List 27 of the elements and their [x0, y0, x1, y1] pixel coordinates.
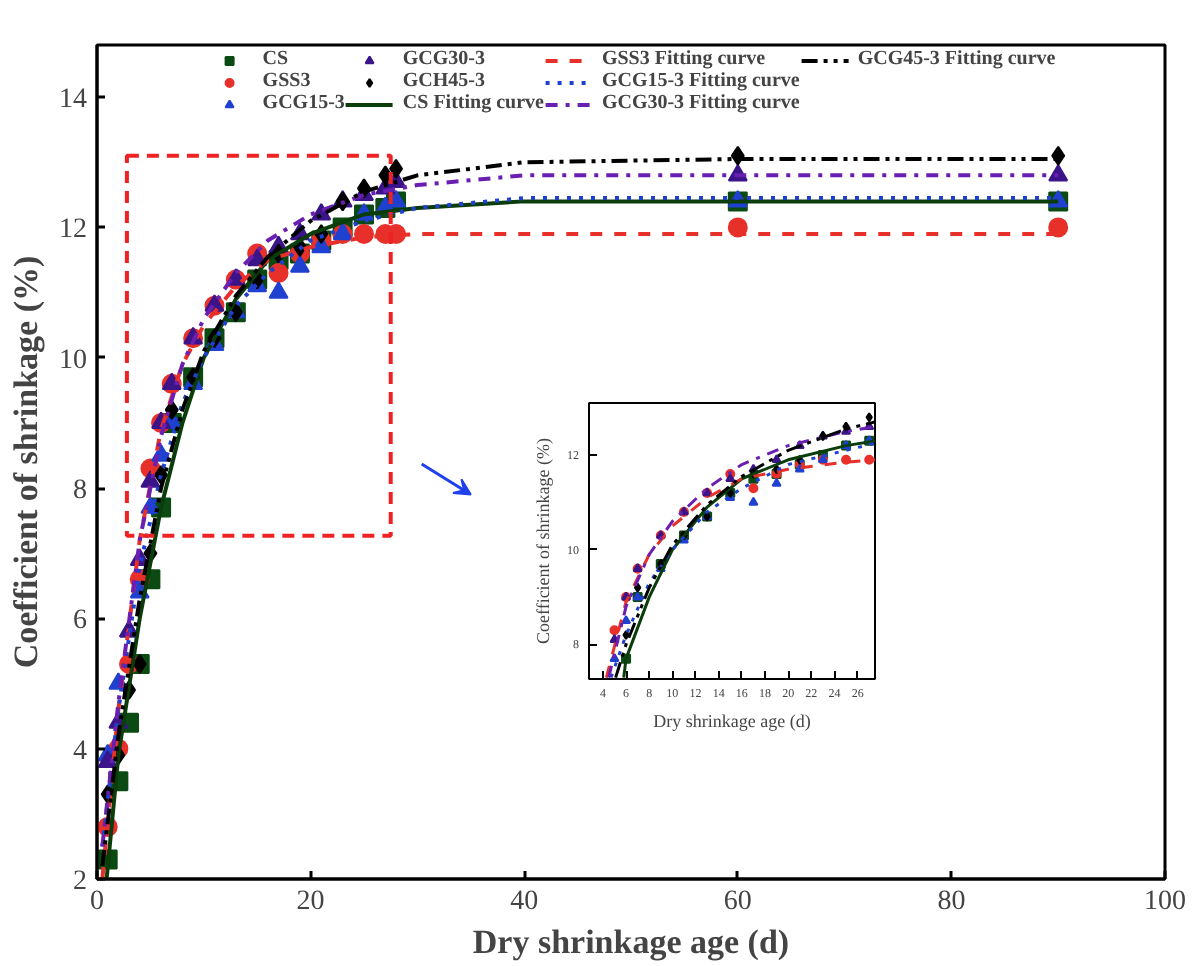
y-axis-title: Coefficient of shrinkage (%): [7, 255, 45, 669]
x-tick-label: 0: [90, 887, 104, 917]
x-tick-label: 100: [1144, 887, 1186, 917]
y-tick-label: 8: [73, 476, 87, 507]
x-tick-label: 40: [510, 887, 539, 917]
y-tick-label: 6: [73, 606, 87, 637]
x-axis-title: Dry shrinkage age (d): [472, 923, 790, 961]
x-axis-title: Dry shrinkage age (d): [653, 711, 811, 731]
legend-label: GCG15-3: [262, 92, 345, 114]
legend-label: CS Fitting curve: [402, 92, 544, 114]
legend-label: GSS3: [262, 70, 311, 92]
x-tick-label: 80: [937, 887, 966, 917]
legend-label: GCG30-3 Fitting curve: [601, 92, 800, 114]
legend-label: GCG15-3 Fitting curve: [601, 70, 800, 92]
y-tick-label: 14: [59, 85, 87, 116]
x-tick-label: 60: [723, 887, 752, 917]
y-tick-label: 2: [73, 867, 87, 897]
y-tick-label: 4: [73, 736, 87, 767]
y-axis-title: Coefficient of shrinkage (%): [533, 437, 553, 645]
legend-label: GSS3 Fitting curve: [601, 48, 766, 70]
x-tick-label: 20: [296, 887, 325, 917]
y-tick-label: 12: [59, 215, 87, 246]
y-tick-label: 10: [59, 345, 87, 376]
legend-label: GCG45-3 Fitting curve: [857, 48, 1056, 70]
legend-label: GCG30-3: [402, 48, 486, 70]
legend-label: CS: [262, 48, 291, 70]
legend-label: GCH45-3: [402, 70, 486, 92]
